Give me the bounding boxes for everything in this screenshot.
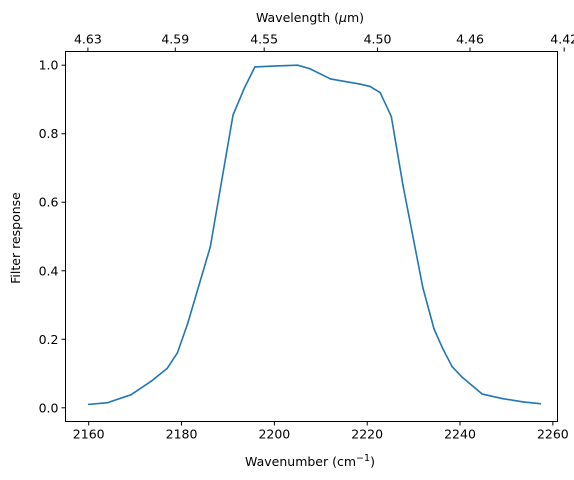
- top-x-tick-label: 4.42: [550, 32, 574, 47]
- top-x-tick-label: 4.46: [456, 32, 484, 47]
- data-point: [186, 323, 189, 325]
- x-tick-label: 2260: [537, 427, 569, 442]
- y-tick-label: 0.6: [39, 195, 59, 210]
- y-tick-label: 1.0: [39, 58, 59, 73]
- data-point: [402, 184, 404, 186]
- data-point: [130, 393, 132, 396]
- axes-frame: [65, 51, 558, 422]
- data-point: [539, 402, 542, 405]
- data-point: [209, 245, 212, 248]
- y-tick-label: 0.2: [39, 332, 59, 347]
- data-point: [243, 86, 246, 89]
- top-x-tick-label: 4.63: [74, 32, 102, 47]
- data-point: [522, 401, 524, 403]
- data-point: [87, 403, 90, 406]
- x-tick-label: 2220: [351, 427, 383, 442]
- x-tick-label: 2200: [258, 427, 290, 442]
- data-point: [296, 64, 299, 66]
- top-x-tick-label: 4.50: [364, 32, 392, 47]
- data-point: [232, 114, 234, 116]
- data-point: [369, 85, 371, 88]
- top-x-tick-label: 4.59: [161, 32, 189, 47]
- data-point: [358, 83, 361, 85]
- data-point: [176, 352, 179, 354]
- data-point: [166, 367, 168, 370]
- y-axis-title: Filter response: [8, 192, 23, 284]
- x-axis-title: Wavenumber (cm−1): [245, 453, 375, 469]
- top-x-tick-label: 4.55: [250, 32, 278, 47]
- data-point: [106, 401, 109, 404]
- y-tick-label: 0.8: [39, 126, 59, 141]
- data-point: [254, 66, 256, 68]
- x-tick-label: 2160: [73, 427, 105, 442]
- data-point: [329, 78, 332, 80]
- x-tick-label: 2240: [444, 427, 476, 442]
- data-point: [461, 376, 463, 378]
- data-point: [422, 287, 424, 289]
- axis-ticks: 2160 2180 2200 2220 2240 2260 0.0 0.2 0.4 0.6 0.8 1…: [39, 32, 574, 442]
- data-point: [390, 115, 393, 118]
- data-point: [275, 65, 278, 67]
- data-point: [481, 393, 484, 395]
- data-point: [379, 91, 381, 94]
- data-point: [308, 67, 311, 70]
- data-point: [150, 380, 153, 382]
- data-point: [433, 328, 435, 330]
- data-point: [441, 347, 444, 349]
- data-point: [501, 397, 504, 400]
- y-tick-label: 0.4: [39, 263, 59, 278]
- data-point: [451, 365, 453, 368]
- y-tick-label: 0.0: [39, 400, 59, 415]
- plot-area: [87, 64, 542, 406]
- x-tick-label: 2180: [166, 427, 198, 442]
- top-axis-title: Wavelength (μm): [256, 10, 364, 25]
